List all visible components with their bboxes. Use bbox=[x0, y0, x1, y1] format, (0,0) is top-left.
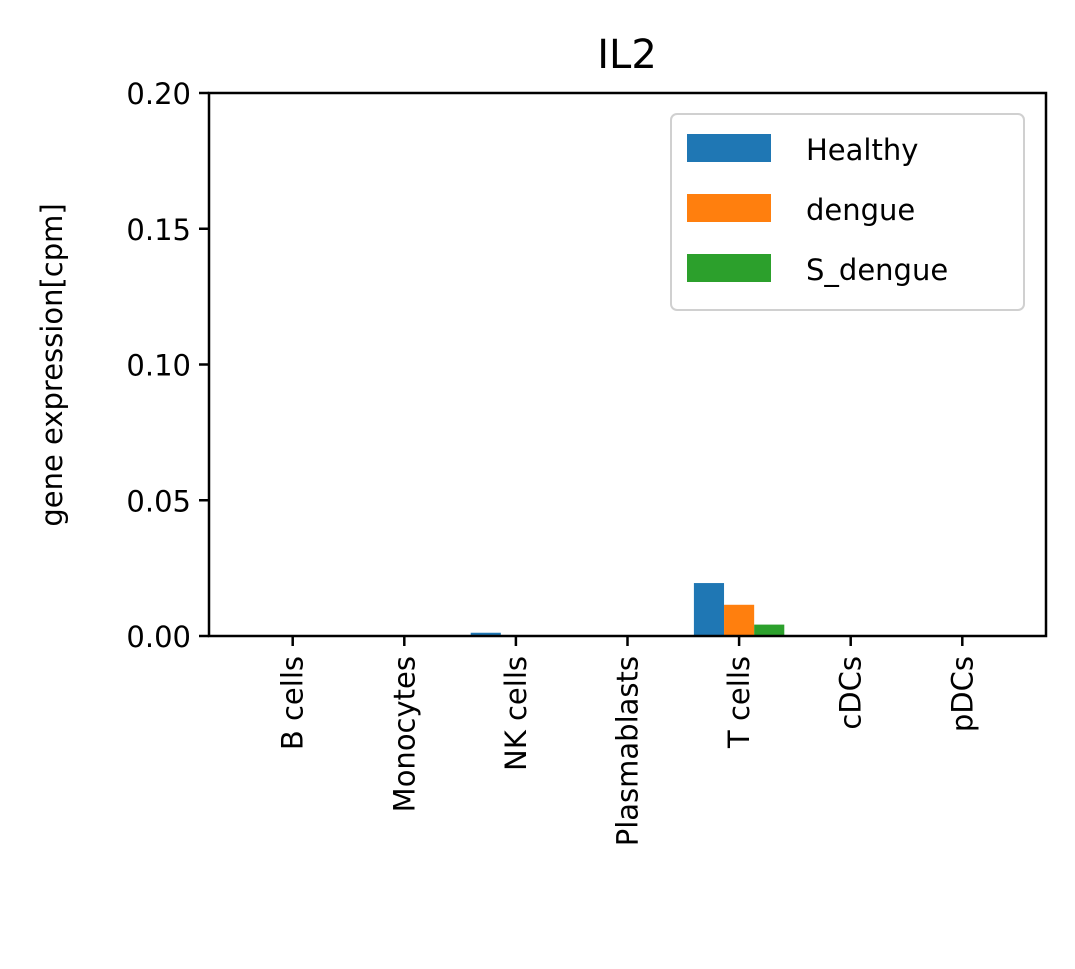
x-tick-label: pDCs bbox=[945, 656, 979, 732]
x-tick-label: B cells bbox=[276, 656, 310, 750]
bar-Healthy-NK-cells bbox=[470, 632, 501, 636]
x-axis: B cells Monocytes NK cells Plasmablasts T ce… bbox=[276, 636, 979, 846]
x-tick-label: Monocytes bbox=[387, 656, 421, 812]
bar-S_dengue-T-cells bbox=[754, 624, 785, 636]
bar-Healthy-T-cells bbox=[693, 583, 725, 636]
legend-label: S_dengue bbox=[806, 253, 948, 287]
bar-dengue-T-cells bbox=[724, 604, 755, 636]
y-tick-label: 0.10 bbox=[126, 349, 191, 383]
y-axis: 0.00 0.05 0.10 0.15 0.20 bbox=[126, 77, 209, 654]
legend-label: Healthy bbox=[806, 133, 918, 167]
y-tick-label: 0.20 bbox=[126, 77, 191, 111]
chart-title: IL2 bbox=[597, 32, 657, 78]
bars-group bbox=[470, 583, 785, 636]
plot-frame bbox=[207, 91, 1048, 638]
y-tick-label: 0.15 bbox=[126, 213, 191, 247]
y-tick-label: 0.00 bbox=[126, 620, 191, 654]
legend-swatch bbox=[687, 194, 771, 222]
x-tick-label: NK cells bbox=[499, 656, 533, 771]
legend: Healthy dengue S_dengue bbox=[670, 113, 1025, 311]
x-tick-label: Plasmablasts bbox=[611, 656, 645, 846]
legend-label: dengue bbox=[806, 193, 915, 227]
y-tick-label: 0.05 bbox=[126, 484, 191, 518]
legend-swatch bbox=[687, 134, 771, 162]
x-tick-label: cDCs bbox=[834, 656, 868, 730]
legend-swatch bbox=[687, 254, 771, 282]
x-tick-label: T cells bbox=[722, 656, 756, 749]
y-axis-label: gene expression[cpm] bbox=[35, 203, 69, 526]
